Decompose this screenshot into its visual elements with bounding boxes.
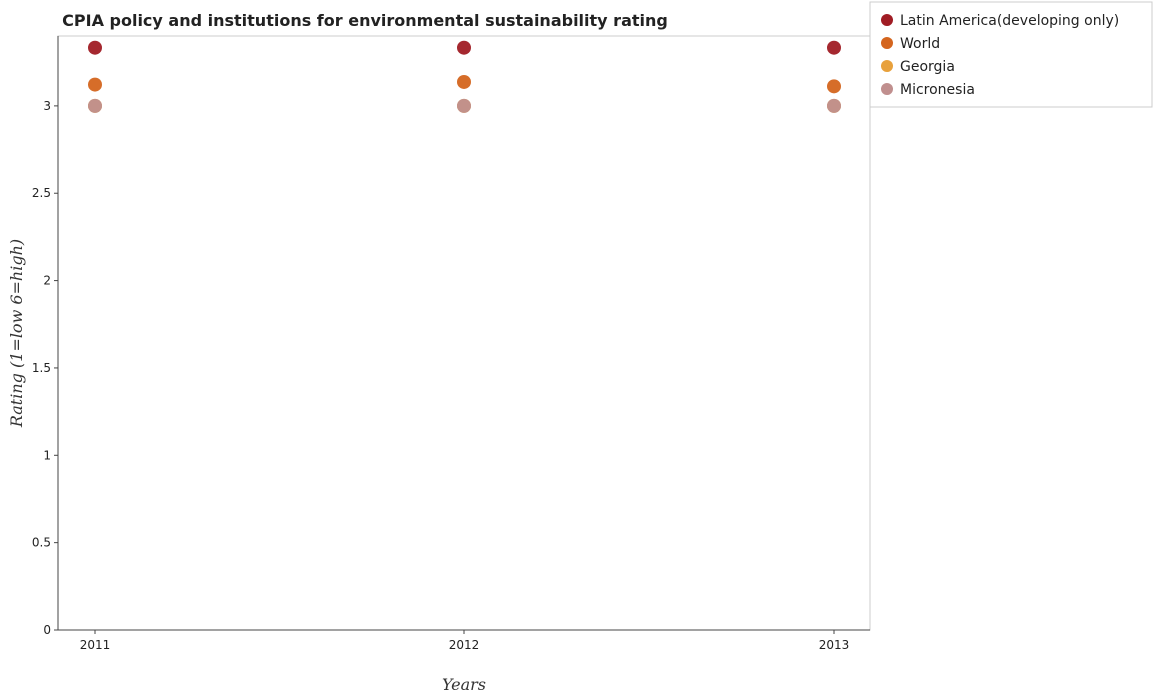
data-point-world — [827, 79, 841, 94]
legend-marker — [881, 60, 893, 72]
data-point-micronesia — [88, 98, 102, 113]
plot-frame — [57, 35, 871, 631]
data-point-micronesia — [457, 98, 471, 113]
data-point-latin-america-developing-only — [88, 40, 102, 55]
y-tick-label: 1 — [43, 448, 51, 462]
data-point-micronesia — [827, 98, 841, 113]
legend-marker — [881, 14, 893, 26]
legend-label: Latin America(developing only) — [900, 13, 1119, 29]
chart-title: CPIA policy and institutions for environ… — [62, 11, 668, 30]
y-tick-label: 2.5 — [32, 186, 51, 200]
data-point-world — [457, 74, 471, 89]
y-tick-label: 2 — [43, 274, 51, 288]
x-ticks: 2011 2012 2013 — [80, 630, 850, 652]
legend-marker — [881, 37, 893, 49]
data-point-latin-america-developing-only — [827, 40, 841, 55]
x-tick-label: 2012 — [449, 638, 480, 652]
y-tick-label: 3 — [43, 99, 51, 113]
y-ticks: 0 0.5 1 1.5 2 2.5 3 — [32, 99, 58, 637]
data-point-latin-america-developing-only — [457, 40, 471, 55]
data-points — [88, 40, 841, 113]
x-axis-label: Years — [442, 675, 486, 694]
legend-label: Micronesia — [900, 82, 975, 98]
x-tick-label: 2011 — [80, 638, 111, 652]
legend: Latin America(developing only) World Georg… — [869, 1, 1153, 108]
x-tick-label: 2013 — [819, 638, 850, 652]
y-tick-label: 0.5 — [32, 536, 51, 550]
legend-box — [869, 1, 1153, 108]
y-tick-label: 0 — [43, 623, 51, 637]
legend-marker — [881, 83, 893, 95]
y-tick-label: 1.5 — [32, 361, 51, 375]
legend-label: World — [900, 36, 940, 52]
data-point-world — [88, 77, 102, 92]
legend-label: Georgia — [900, 59, 955, 75]
y-axis-label: Rating (1=low 6=high) — [7, 239, 26, 428]
